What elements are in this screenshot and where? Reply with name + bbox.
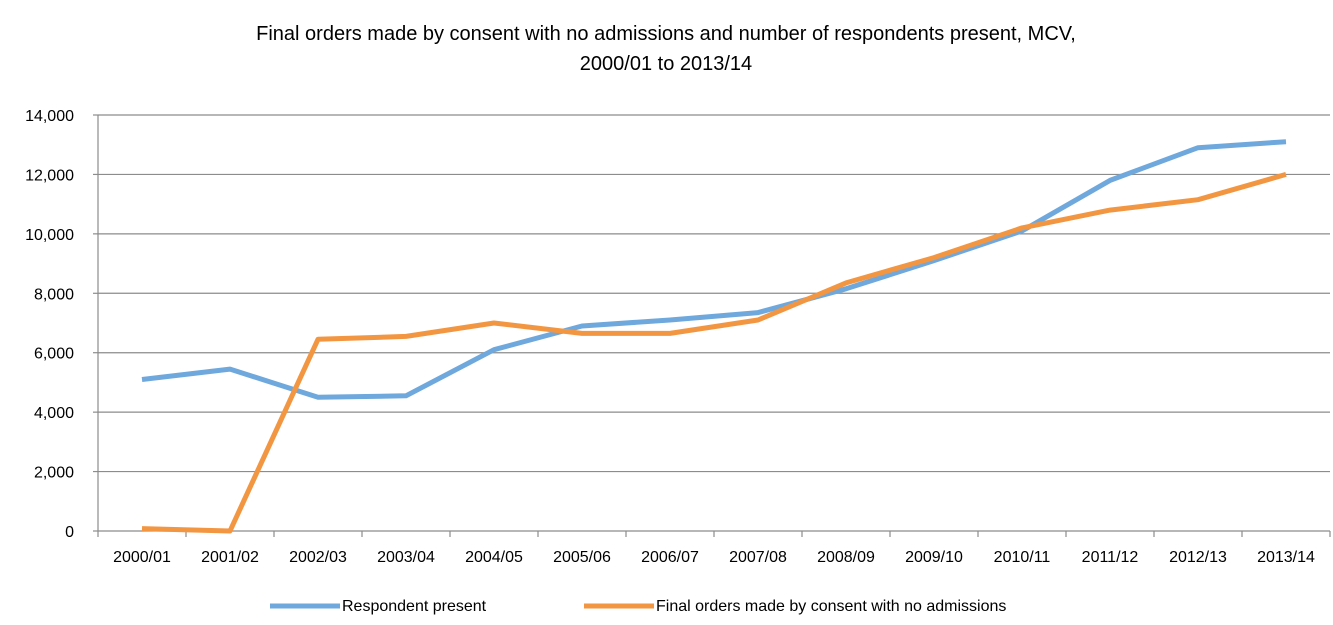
x-tick-label: 2007/08 — [729, 549, 787, 566]
x-tick-label: 2010/11 — [994, 549, 1051, 566]
series-line-2 — [141, 171, 1287, 534]
x-tick-labels: 2000/01 2001/02 2002/03 2003/04 2004/05 2005/… — [113, 549, 1315, 566]
axes — [93, 114, 1331, 537]
gridlines — [98, 114, 1330, 473]
legend: Respondent present Final orders made by c… — [270, 598, 1006, 615]
y-tick-label: 8,000 — [34, 286, 74, 303]
x-tick-label: 2003/04 — [377, 549, 435, 566]
chart-title-line-1: Final orders made by consent with no adm… — [256, 23, 1076, 45]
y-tick-label: 4,000 — [34, 405, 74, 422]
x-tick-label: 2012/13 — [1169, 549, 1227, 566]
y-tick-label: 10,000 — [25, 227, 74, 244]
x-tick-label: 2000/01 — [113, 549, 171, 566]
x-tick-label: 2011/12 — [1082, 549, 1139, 566]
x-tick-label: 2008/09 — [817, 549, 875, 566]
x-tick-label: 2004/05 — [465, 549, 523, 566]
legend-label-2: Final orders made by consent with no adm… — [656, 598, 1006, 615]
y-tick-label: 12,000 — [25, 167, 74, 184]
y-tick-label: 0 — [65, 524, 74, 541]
x-tick-label: 2013/14 — [1257, 549, 1315, 566]
y-tick-label: 6,000 — [34, 346, 74, 363]
x-tick-label: 2001/02 — [201, 549, 259, 566]
y-tick-label: 2,000 — [34, 465, 74, 482]
legend-label-1: Respondent present — [342, 598, 487, 615]
x-tick-label: 2005/06 — [553, 549, 611, 566]
x-tick-label: 2002/03 — [289, 549, 347, 566]
y-tick-labels: 0 2,000 4,000 6,000 8,000 10,000 12,000 14,000 — [25, 108, 74, 541]
x-tick-label: 2006/07 — [641, 549, 699, 566]
x-tick-label: 2009/10 — [905, 549, 963, 566]
series-line-1 — [141, 139, 1287, 400]
chart-title-line-2: 2000/01 to 2013/14 — [580, 53, 752, 75]
series-lines — [141, 139, 1287, 534]
y-tick-label: 14,000 — [25, 108, 74, 125]
